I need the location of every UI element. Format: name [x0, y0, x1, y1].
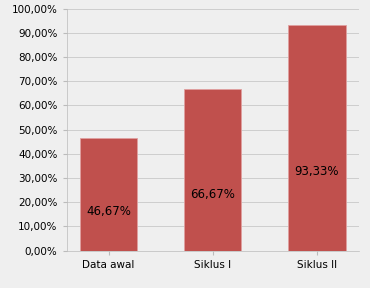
- Bar: [288, 25, 346, 251]
- Bar: [184, 89, 241, 251]
- Text: 66,67%: 66,67%: [190, 187, 235, 201]
- Bar: [80, 138, 137, 251]
- Text: 93,33%: 93,33%: [295, 165, 339, 178]
- Text: 46,67%: 46,67%: [86, 204, 131, 217]
